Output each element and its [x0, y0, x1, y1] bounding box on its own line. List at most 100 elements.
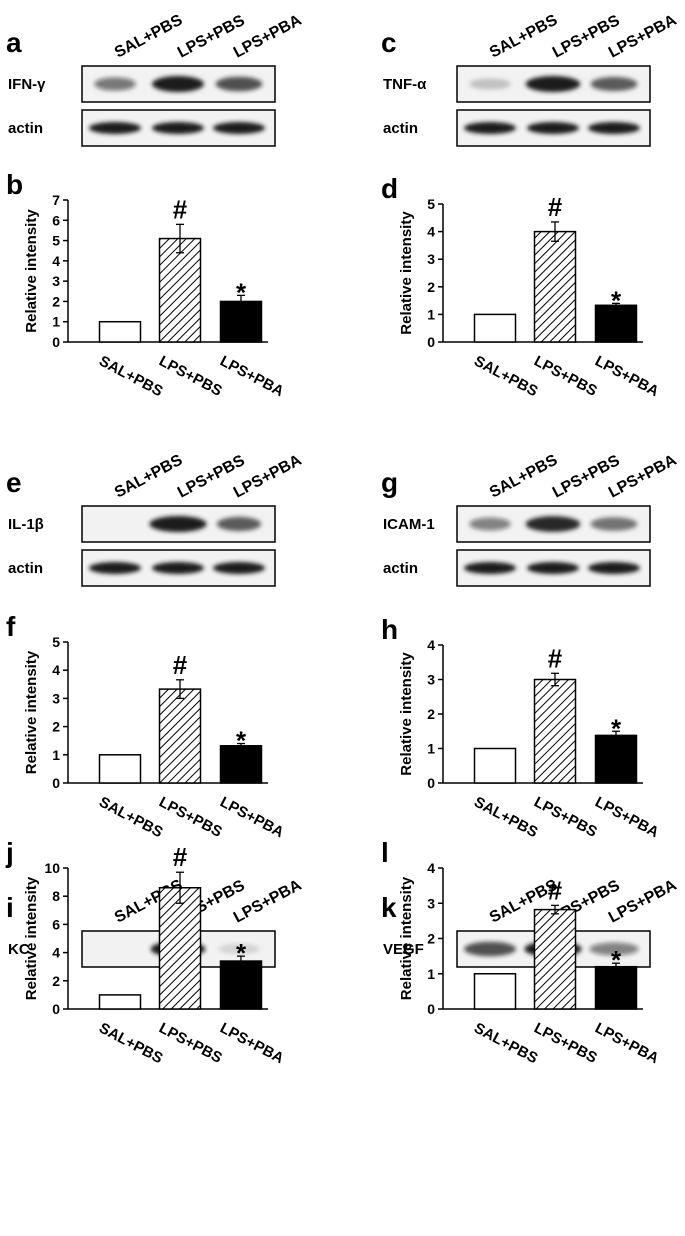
panel-letter-c: c: [381, 27, 397, 58]
blot-band: [218, 943, 260, 955]
y-tick-label: 3: [52, 273, 60, 289]
y-tick-label: 0: [52, 775, 60, 791]
y-tick-label: 5: [427, 196, 435, 212]
panel-letter-j: j: [5, 837, 14, 868]
significance-hash: #: [548, 875, 563, 905]
significance-star: *: [236, 277, 247, 307]
blot-band: [213, 122, 265, 134]
panel-b: a SAL+PBSLPS+PBSLPS+PBAIFN-γactinbRelativ…: [6, 11, 305, 400]
y-tick-label: 2: [52, 293, 60, 309]
panel-letter-k: k: [381, 892, 397, 923]
x-category-label: LPS+PBA: [592, 794, 662, 842]
y-tick-label: 2: [427, 279, 435, 295]
panel-letter-i: i: [6, 892, 14, 923]
y-tick-label: 4: [52, 662, 60, 678]
significance-star: *: [236, 726, 247, 756]
bar-sal-pbs: [98, 754, 142, 784]
bar-lps-pba: [219, 745, 263, 784]
blot-band: [464, 122, 516, 134]
panel-letter-d: d: [381, 173, 398, 204]
x-category-label: LPS+PBS: [531, 353, 600, 400]
panel-letter-f: f: [6, 611, 16, 642]
panel-letter-g: g: [381, 467, 398, 498]
y-tick-label: 6: [52, 212, 60, 228]
blot-band: [527, 562, 579, 574]
x-category-label: SAL+PBS: [471, 794, 540, 842]
y-tick-label: 0: [52, 334, 60, 350]
y-axis-title: Relative intensity: [23, 209, 40, 333]
blot-label: actin: [383, 560, 418, 577]
blot-band: [469, 78, 511, 90]
blot-label: IL-1β: [8, 516, 44, 533]
significance-hash: #: [173, 194, 188, 224]
y-tick-label: 5: [52, 233, 60, 249]
blot-band: [590, 517, 638, 531]
y-tick-label: 1: [427, 741, 435, 757]
y-tick-label: 5: [52, 634, 60, 650]
x-category-label: SAL+PBS: [96, 794, 165, 842]
y-tick-label: 3: [52, 690, 60, 706]
bar-lps-pba: [219, 960, 263, 1010]
x-category-label: LPS+PBA: [217, 794, 287, 842]
y-tick-label: 0: [52, 1001, 60, 1017]
bar-lps-pbs: [158, 237, 202, 343]
x-category-label: LPS+PBS: [156, 353, 225, 400]
x-category-label: LPS+PBS: [156, 1020, 225, 1067]
y-tick-label: 2: [52, 973, 60, 989]
blot-label: actin: [8, 120, 43, 137]
blot-band: [527, 122, 579, 134]
bar-lps-pbs: [533, 230, 577, 343]
blot-band: [590, 76, 638, 92]
significance-hash: #: [173, 842, 188, 872]
blot-label: actin: [8, 560, 43, 577]
x-category-label: SAL+PBS: [96, 353, 165, 401]
y-axis-title: Relative intensity: [398, 876, 415, 1000]
x-category-label: SAL+PBS: [96, 1020, 165, 1068]
significance-hash: #: [548, 192, 563, 222]
blot-band: [464, 941, 516, 957]
y-tick-label: 3: [427, 895, 435, 911]
x-category-label: SAL+PBS: [471, 353, 540, 401]
significance-hash: #: [548, 643, 563, 673]
y-tick-label: 4: [52, 253, 60, 269]
panel-letter-e: e: [6, 467, 22, 498]
blot-band: [152, 122, 204, 134]
y-tick-label: 0: [427, 334, 435, 350]
blot-label: ICAM-1: [383, 516, 435, 533]
panel-d: c SAL+PBSLPS+PBSLPS+PBATNF-αactindRelativ…: [381, 11, 680, 400]
blot-band: [94, 77, 136, 91]
y-tick-label: 2: [427, 706, 435, 722]
blot-band: [588, 562, 640, 574]
x-category-label: LPS+PBA: [217, 353, 287, 401]
blot-band: [525, 516, 581, 532]
panel-letter-a: a: [6, 27, 22, 58]
bar-lps-pbs: [158, 886, 202, 1010]
y-tick-label: 0: [427, 775, 435, 791]
bar-lps-pbs: [533, 908, 577, 1010]
y-tick-label: 1: [427, 966, 435, 982]
significance-star: *: [611, 713, 622, 743]
lane-label: SAL+PBS: [112, 12, 186, 62]
x-category-label: SAL+PBS: [471, 1020, 540, 1068]
y-axis-title: Relative intensity: [23, 876, 40, 1000]
x-category-label: LPS+PBA: [592, 353, 662, 401]
blot-band: [89, 562, 141, 574]
significance-hash: #: [173, 650, 188, 680]
panel-h: g SAL+PBSLPS+PBSLPS+PBAICAM-1actinhRelati…: [381, 451, 680, 841]
x-category-label: LPS+PBS: [531, 794, 600, 841]
y-axis-title: Relative intensity: [398, 211, 415, 335]
blot-label: IFN-γ: [8, 76, 46, 93]
lane-label: SAL+PBS: [487, 452, 561, 502]
blot-band: [589, 942, 639, 956]
blot-band: [216, 516, 262, 532]
significance-star: *: [611, 285, 622, 315]
bar-sal-pbs: [473, 973, 517, 1010]
x-category-label: LPS+PBS: [156, 794, 225, 841]
bar-sal-pbs: [98, 994, 142, 1010]
y-tick-label: 10: [44, 860, 60, 876]
y-tick-label: 0: [427, 1001, 435, 1017]
bar-sal-pbs: [473, 313, 517, 343]
panel-letter-b: b: [6, 169, 23, 200]
